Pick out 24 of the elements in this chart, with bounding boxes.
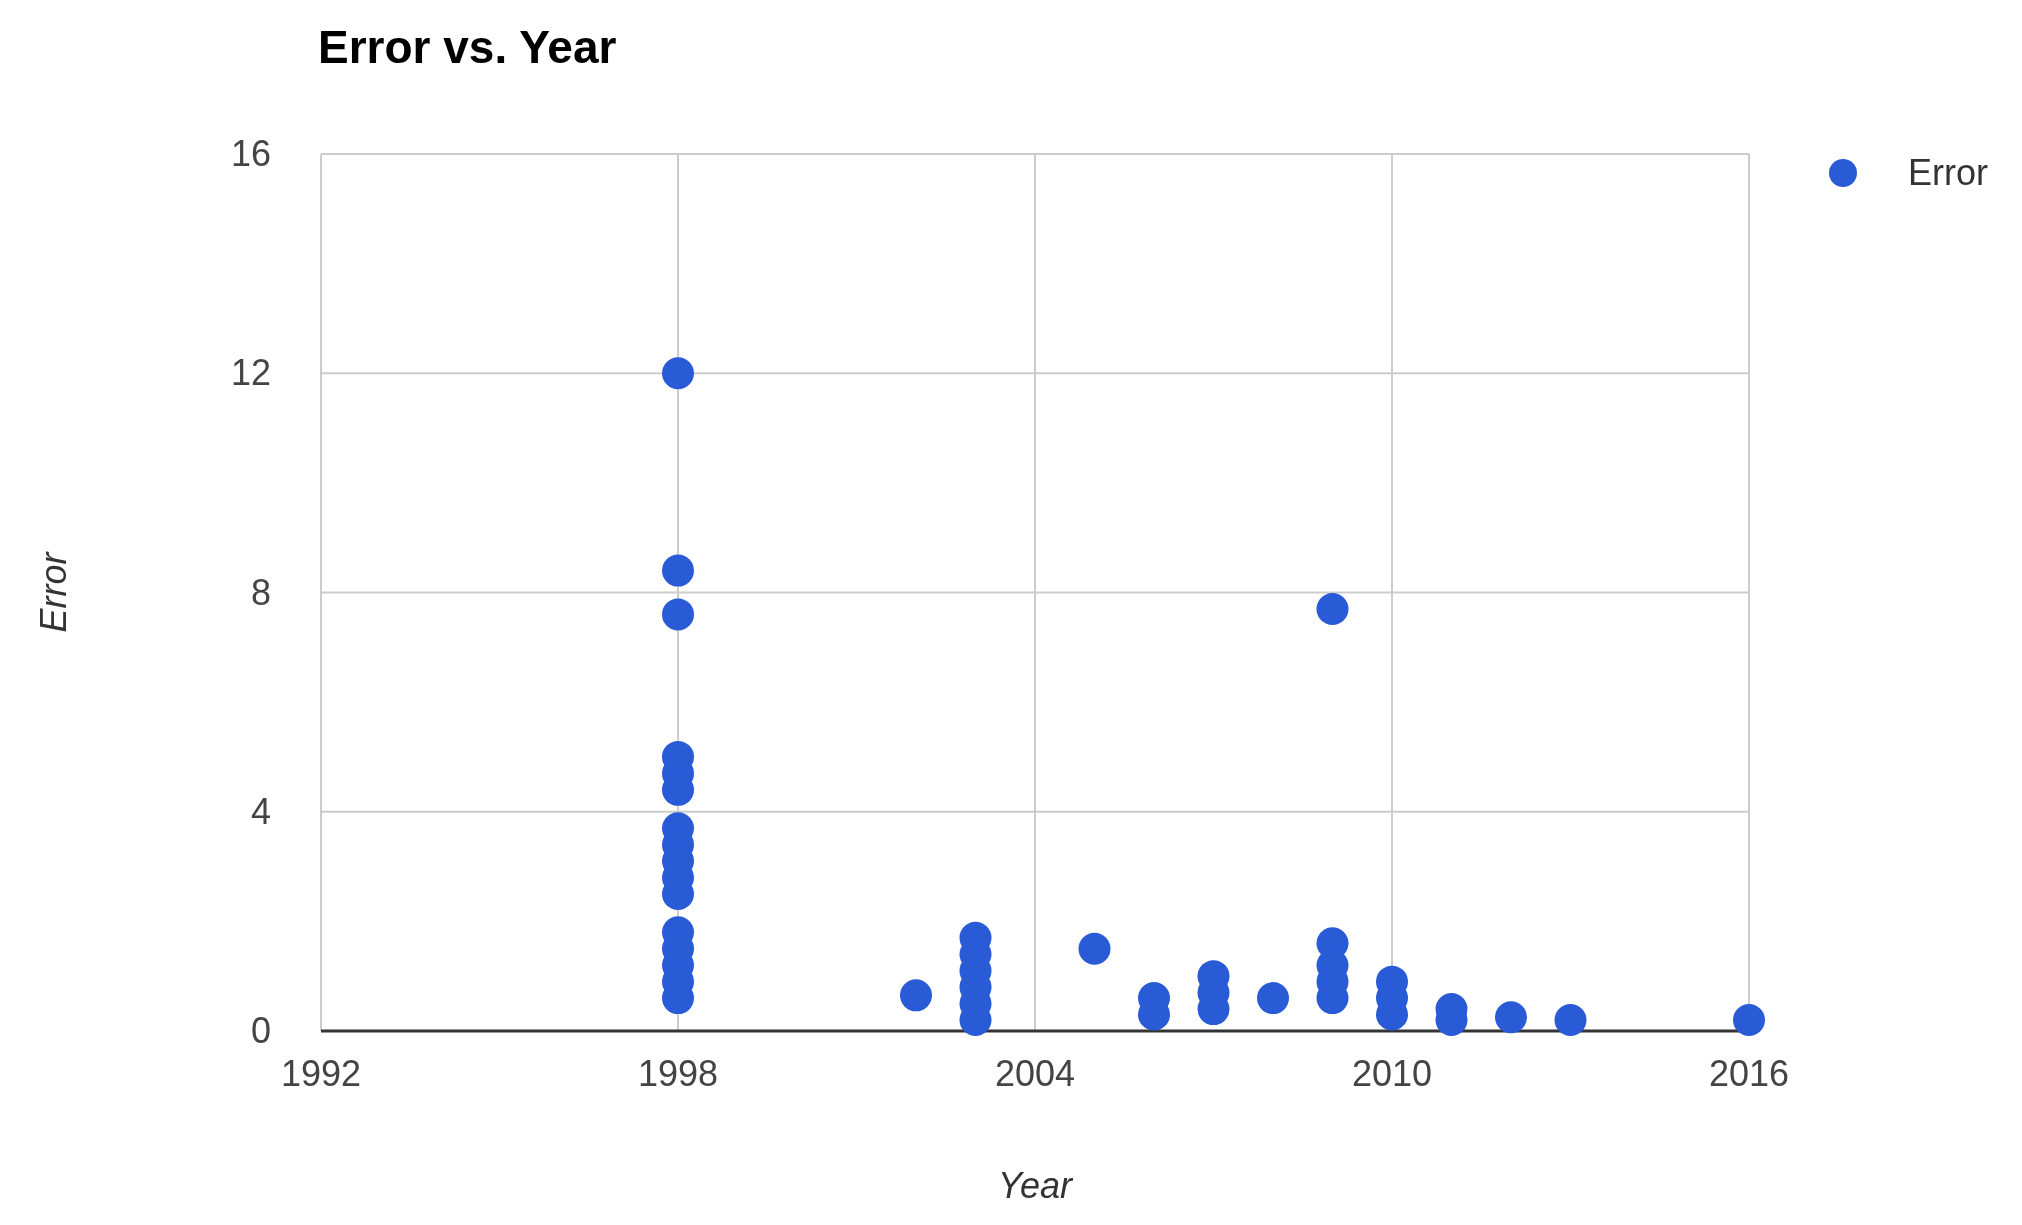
x-tick-label: 2016 bbox=[1708, 1053, 1790, 1094]
point bbox=[662, 554, 694, 587]
y-tick-label: 4 bbox=[250, 790, 271, 832]
point bbox=[662, 357, 694, 390]
x-tick-label: 2010 bbox=[1351, 1053, 1433, 1094]
chart-title: Error vs. Year bbox=[318, 21, 617, 73]
y-tick-label: 0 bbox=[250, 1010, 271, 1051]
y-tick-label: 16 bbox=[230, 133, 271, 174]
legend-label: Error bbox=[1908, 152, 1989, 193]
point bbox=[900, 979, 932, 1012]
point bbox=[1733, 1004, 1765, 1037]
point bbox=[1316, 592, 1349, 625]
point bbox=[1495, 1001, 1527, 1034]
x-axis-title: Year bbox=[997, 1165, 1075, 1206]
x-tick-label: 2004 bbox=[994, 1053, 1076, 1094]
point bbox=[1078, 932, 1111, 965]
y-tick-label: 8 bbox=[250, 571, 271, 613]
y-tick-label: 12 bbox=[230, 352, 271, 394]
y-axis-title: Error bbox=[33, 550, 74, 633]
x-tick-label: 1998 bbox=[637, 1053, 719, 1094]
point bbox=[1554, 1004, 1587, 1037]
point bbox=[1257, 982, 1289, 1015]
x-tick-label: 1992 bbox=[280, 1053, 362, 1094]
point bbox=[662, 598, 694, 631]
